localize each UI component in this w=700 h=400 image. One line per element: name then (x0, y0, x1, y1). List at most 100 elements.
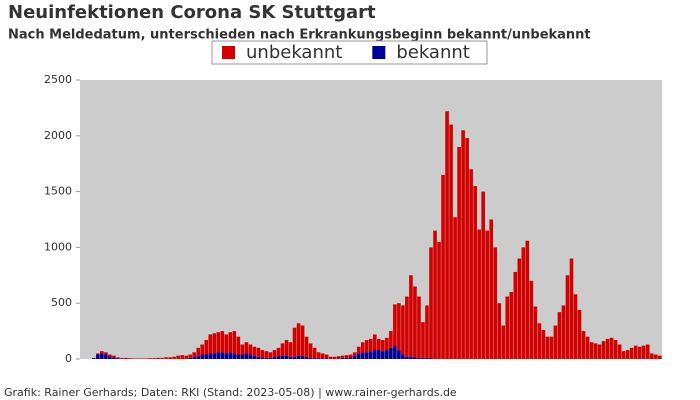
bar-segment (104, 352, 108, 355)
legend-swatch (372, 46, 386, 59)
bar-segment (533, 306, 538, 359)
bar-segment (164, 357, 168, 359)
bar-segment (292, 327, 297, 357)
bar-segment (228, 332, 233, 353)
chart-title: Neuinfektionen Corona SK Stuttgart (8, 2, 376, 23)
bar-segment (148, 358, 152, 359)
bar-segment (449, 124, 453, 359)
bar-segment (260, 350, 265, 358)
bar-segment (120, 357, 124, 359)
bar-segment (328, 356, 333, 359)
bar-segment (625, 350, 630, 359)
bar-segment (280, 355, 285, 359)
bar-segment (497, 303, 502, 359)
bar-segment (348, 357, 353, 359)
bar-segment (220, 352, 225, 359)
bar-segment (276, 347, 281, 356)
bar-segment (92, 358, 96, 359)
bar-segment (236, 336, 241, 355)
bar-segment (212, 333, 217, 354)
bar-segment (368, 351, 373, 359)
bar-segment (208, 334, 213, 354)
bar-segment (649, 353, 654, 359)
bar-segment (312, 357, 317, 359)
bar-segment (320, 358, 325, 359)
bar-segment (356, 346, 361, 354)
bar-segment (569, 258, 574, 359)
bar-segment (609, 337, 614, 359)
bar-segment (304, 336, 309, 357)
bar-segment (268, 357, 273, 359)
bar-segment (256, 356, 261, 359)
bar-segment (553, 325, 558, 359)
bar-segment (561, 305, 566, 359)
bar-segment (236, 354, 241, 359)
y-tick-label: 2000 (44, 129, 72, 142)
bar-segment (324, 354, 329, 359)
bar-segment (493, 247, 498, 359)
bar-segment (204, 354, 209, 359)
bar-segment (212, 353, 217, 359)
bar-segment (429, 247, 433, 358)
bar-segment (425, 357, 429, 359)
bar-segment (116, 358, 120, 359)
bar-segment (621, 351, 626, 359)
bar-segment (256, 347, 261, 357)
bar-segment (381, 351, 385, 359)
bar-segment (581, 331, 586, 359)
bar-segment (501, 325, 506, 359)
bar-segment (525, 240, 530, 359)
bar-segment (348, 354, 353, 358)
bar-segment (244, 342, 249, 354)
bar-segment (300, 325, 305, 356)
bar-segment (633, 345, 638, 359)
bar-segment (433, 230, 437, 359)
bar-segment (160, 357, 164, 359)
chart-subtitle: Nach Meldedatum, unterschieden nach Erkr… (8, 28, 591, 43)
bar-segment (288, 342, 293, 357)
bar-segment (413, 356, 417, 359)
bar-segment (344, 357, 349, 359)
bar-segment (172, 356, 176, 359)
bar-segment (377, 350, 381, 359)
bar-segment (320, 353, 325, 359)
bar-segment (136, 358, 140, 359)
bar-segment (617, 344, 622, 359)
bar-segment (312, 347, 317, 358)
bar-segment (509, 292, 514, 359)
bar-segment (228, 352, 233, 359)
bar-segment (180, 355, 184, 359)
bar-segment (192, 352, 196, 357)
bar-segment (360, 342, 365, 353)
bar-segment (156, 357, 160, 359)
bar-segment (248, 344, 253, 355)
bar-segment (389, 331, 393, 348)
bar-segment (152, 358, 156, 359)
bar-segment (397, 303, 401, 351)
bar-segment (352, 355, 357, 359)
bar-segment (405, 296, 409, 357)
bar-segment (473, 186, 477, 359)
bar-segment (308, 343, 313, 358)
bar-segment (192, 356, 196, 359)
bar-segment (593, 343, 598, 359)
bar-segment (220, 331, 225, 353)
bar-segment (557, 312, 562, 359)
bar-segment (96, 354, 100, 359)
bar-segment (276, 355, 281, 359)
bar-segment (645, 344, 650, 359)
bar-segment (324, 358, 329, 359)
bar-segment (344, 355, 349, 358)
bar-segment (657, 355, 662, 359)
bar-segment (260, 357, 265, 359)
bar-segment (332, 356, 337, 359)
bar-segment (453, 217, 457, 359)
bar-segment (100, 351, 104, 354)
bar-segment (364, 352, 369, 359)
bar-segment (184, 355, 188, 359)
bar-segment (373, 334, 377, 351)
bar-segment (417, 296, 421, 358)
bar-segment (409, 356, 413, 359)
legend: unbekannt bekannt (211, 40, 488, 65)
bar-segment (385, 337, 389, 351)
